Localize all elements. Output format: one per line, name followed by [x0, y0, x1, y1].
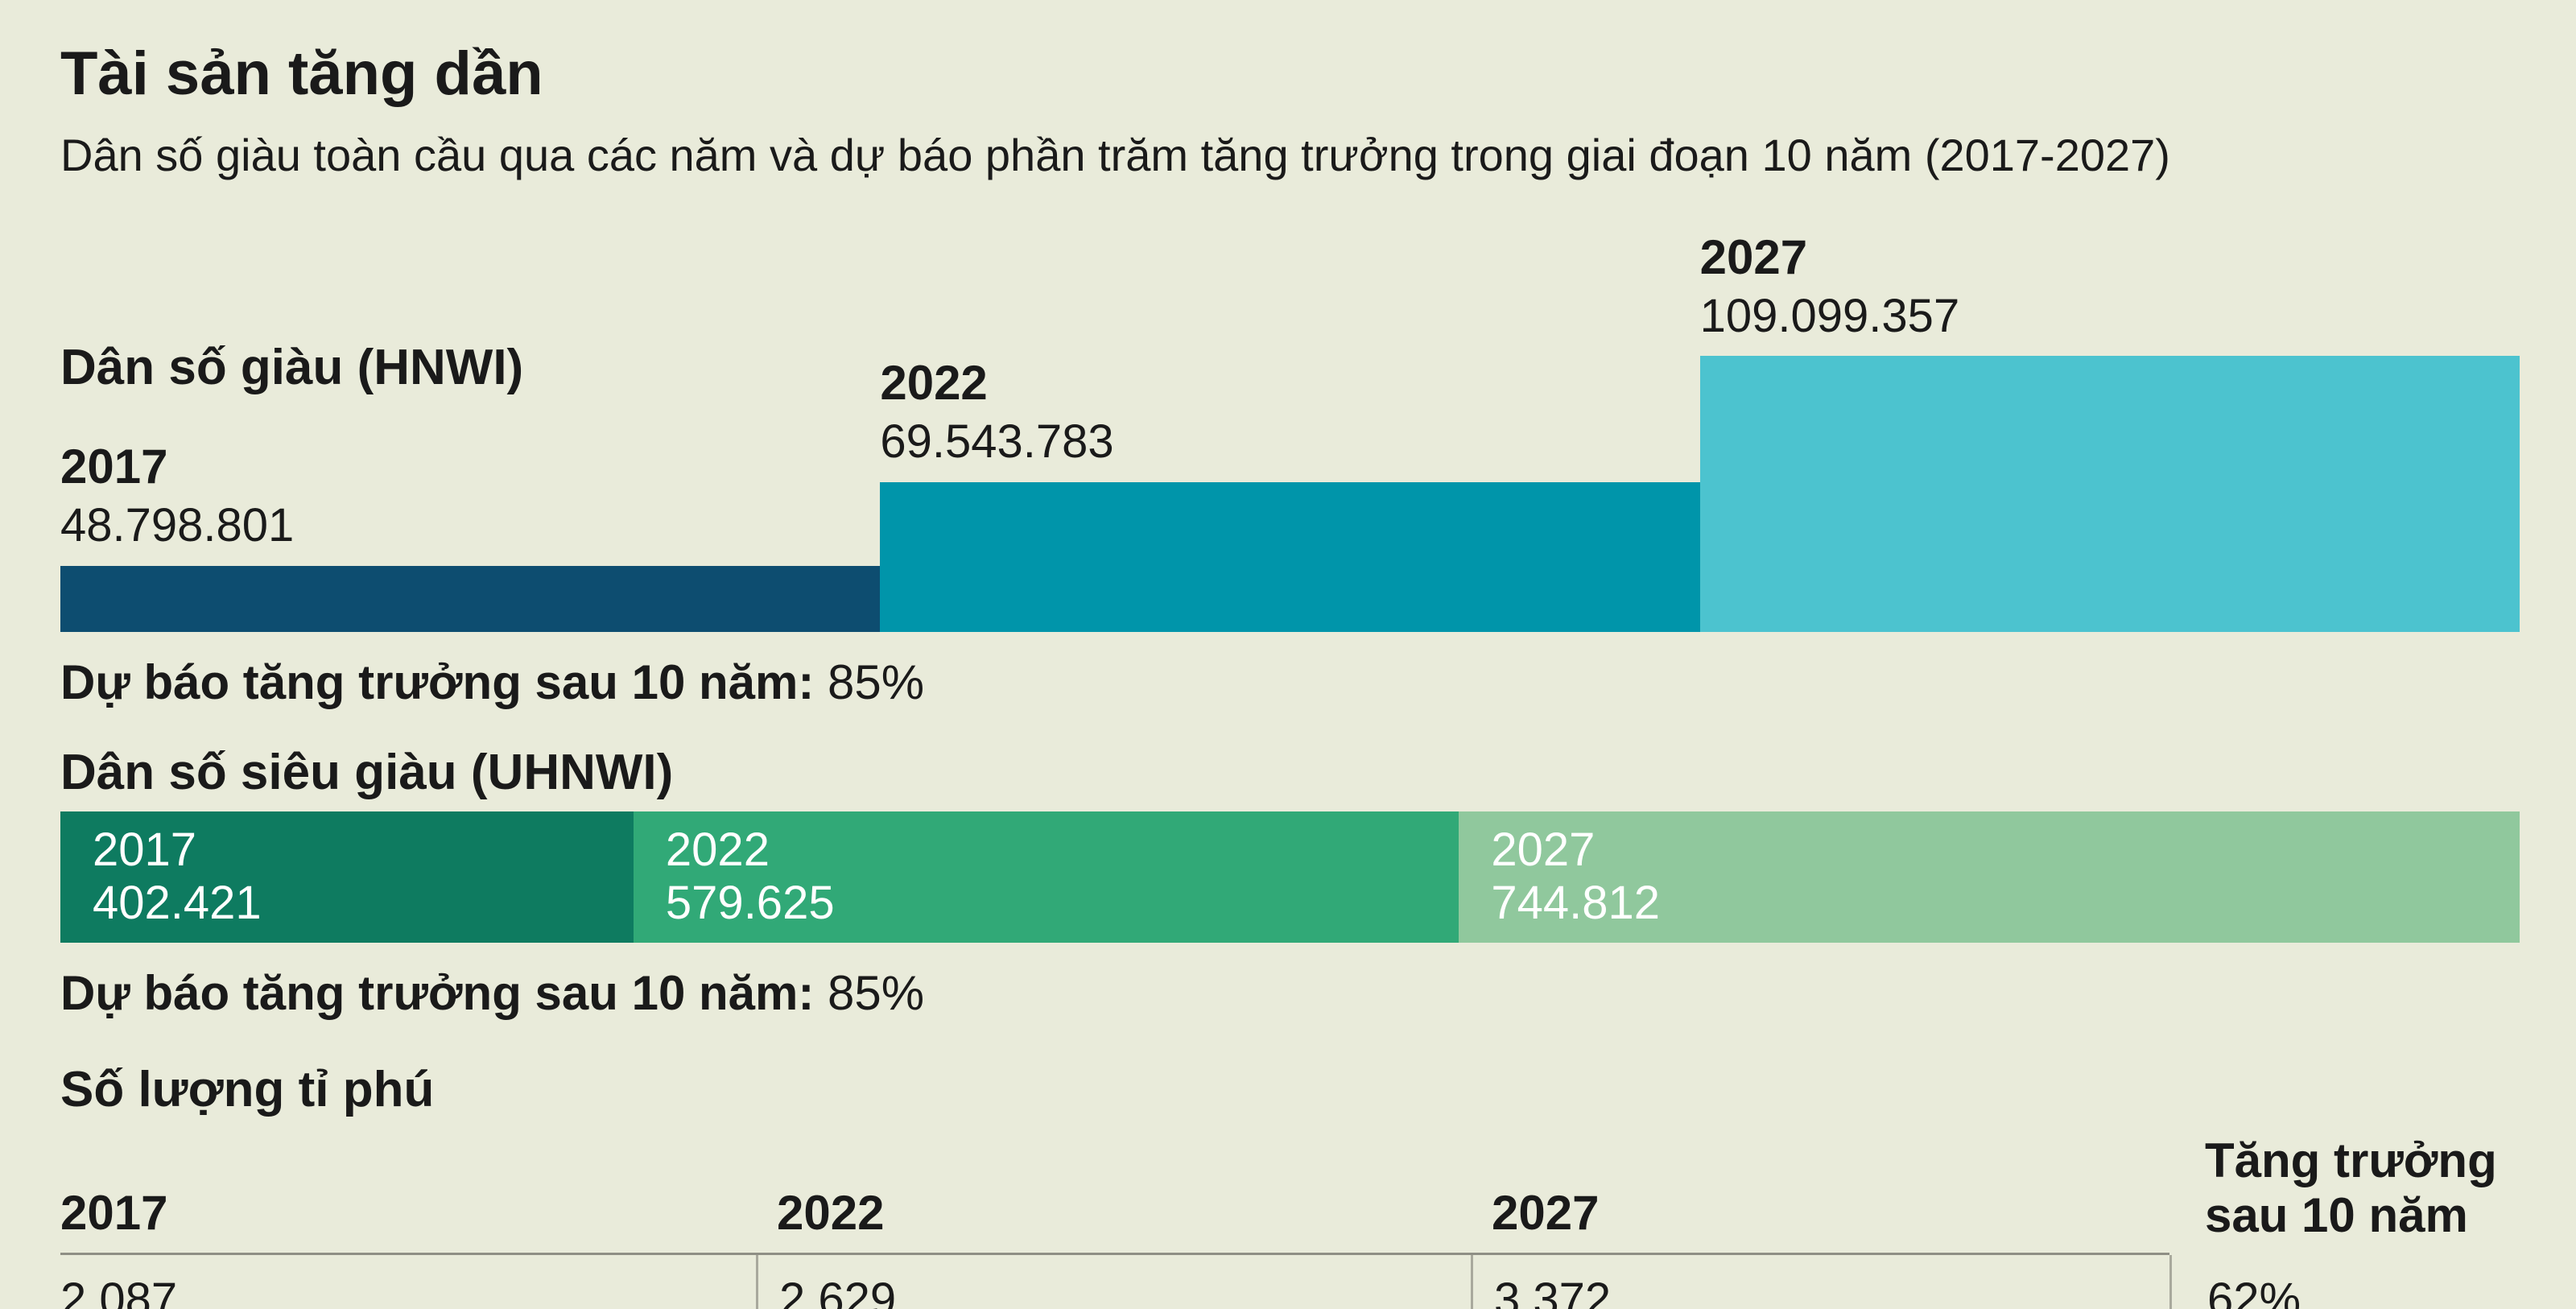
hnwi-value-label-2017: 48.798.801 [60, 498, 295, 551]
hnwi-year-label-2022: 2022 [880, 355, 988, 410]
uhnwi-year-label-2017: 2017 [93, 824, 197, 877]
page-subtitle: Dân số giàu toàn cầu qua các năm và dự b… [60, 130, 2170, 181]
billionaires-header-growth-line2: sau 10 năm [2205, 1188, 2468, 1243]
billionaires-header-2017: 2017 [60, 1186, 756, 1255]
billionaires-header-growth-line1: Tăng trưởng [2205, 1133, 2497, 1187]
hnwi-bar-2022 [880, 481, 1700, 632]
billionaires-header-2022: 2022 [756, 1186, 1471, 1255]
hnwi-bar-2017 [60, 565, 881, 632]
hnwi-step-chart: Dân số giàu (HNWI) 2017 48.798.801 2022 … [60, 229, 2520, 632]
uhnwi-growth-note: Dự báo tăng trưởng sau 10 năm: 85% [60, 965, 2520, 1021]
billionaires-value-2017: 2.087 [60, 1273, 178, 1309]
billionaires-value-2027: 3.372 [1471, 1254, 2169, 1309]
hnwi-growth-note: Dự báo tăng trưởng sau 10 năm: 85% [60, 654, 2520, 710]
hnwi-year-label-2017: 2017 [60, 439, 168, 493]
billionaires-header-row: 2017 2022 2027 Tăng trưởng sau 10 năm [60, 1134, 2520, 1255]
billionaires-value-growth: 62% [2169, 1254, 2520, 1309]
uhnwi-growth-label: Dự báo tăng trưởng sau 10 năm: [60, 965, 815, 1020]
uhnwi-value-label-2027: 744.812 [1491, 877, 1660, 930]
billionaires-value-row: 2.087 2.629 3.372 62% [60, 1254, 2520, 1309]
hnwi-bar-group-2022: 2022 69.543.783 [880, 229, 1700, 632]
uhnwi-segment-2017: 2017 402.421 [60, 811, 634, 943]
uhnwi-year-label-2027: 2027 [1491, 824, 1596, 877]
uhnwi-stacked-bar: 2017 402.421 2022 579.625 2027 744.812 [60, 811, 2520, 943]
uhnwi-segment-2027: 2027 744.812 [1459, 811, 2520, 943]
hnwi-value-label-2027: 109.099.357 [1699, 289, 1960, 342]
uhnwi-segment-2022: 2022 579.625 [633, 811, 1459, 943]
hnwi-bar-group-2027: 2027 109.099.357 [1699, 229, 2520, 632]
billionaires-header-growth: Tăng trưởng sau 10 năm [2169, 1134, 2520, 1255]
hnwi-year-label-2027: 2027 [1699, 229, 1808, 284]
billionaires-header-2027: 2027 [1471, 1186, 2169, 1255]
hnwi-growth-label: Dự báo tăng trưởng sau 10 năm: [60, 654, 815, 709]
billionaires-value-2022: 2.629 [756, 1254, 1471, 1309]
uhnwi-value-label-2022: 579.625 [665, 877, 835, 930]
billionaires-section-title: Số lượng tỉ phú [60, 1061, 435, 1117]
hnwi-growth-value: 85% [828, 654, 925, 709]
hnwi-bar-2027 [1699, 356, 2520, 632]
hnwi-section-title: Dân số giàu (HNWI) [60, 339, 524, 395]
page-title: Tài sản tăng dần [60, 39, 543, 108]
hnwi-value-label-2022: 69.543.783 [880, 415, 1114, 468]
uhnwi-growth-value: 85% [828, 965, 925, 1020]
uhnwi-year-label-2022: 2022 [665, 824, 770, 877]
uhnwi-section-title: Dân số siêu giàu (UHNWI) [60, 744, 674, 800]
hnwi-bar-group-2017: 2017 48.798.801 [60, 229, 881, 632]
uhnwi-value-label-2017: 402.421 [93, 877, 262, 930]
